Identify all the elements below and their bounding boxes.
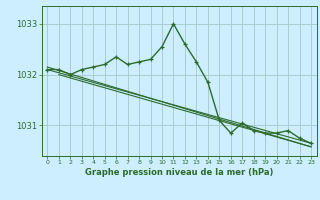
X-axis label: Graphe pression niveau de la mer (hPa): Graphe pression niveau de la mer (hPa)	[85, 168, 273, 177]
